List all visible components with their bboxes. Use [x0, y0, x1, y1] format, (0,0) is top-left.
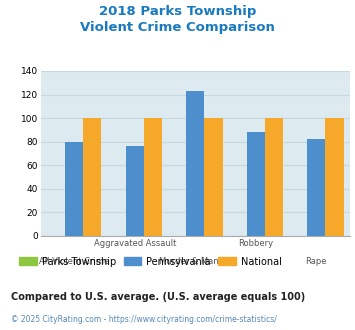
Bar — [65, 142, 83, 236]
Text: Murder & Mans...: Murder & Mans... — [159, 257, 231, 266]
Text: 2018 Parks Township
Violent Crime Comparison: 2018 Parks Township Violent Crime Compar… — [80, 5, 275, 34]
Text: Compared to U.S. average. (U.S. average equals 100): Compared to U.S. average. (U.S. average … — [11, 292, 305, 302]
Text: Rape: Rape — [306, 257, 327, 266]
Bar — [265, 118, 283, 236]
Bar — [247, 132, 265, 236]
Bar — [307, 139, 326, 236]
Bar — [83, 118, 102, 236]
Bar — [144, 118, 162, 236]
Legend: Parks Township, Pennsylvania, National: Parks Township, Pennsylvania, National — [16, 253, 285, 271]
Bar — [326, 118, 344, 236]
Bar — [204, 118, 223, 236]
Bar — [126, 147, 144, 236]
Bar — [186, 91, 204, 236]
Text: © 2025 CityRating.com - https://www.cityrating.com/crime-statistics/: © 2025 CityRating.com - https://www.city… — [11, 315, 277, 324]
Text: All Violent Crime: All Violent Crime — [39, 257, 109, 266]
